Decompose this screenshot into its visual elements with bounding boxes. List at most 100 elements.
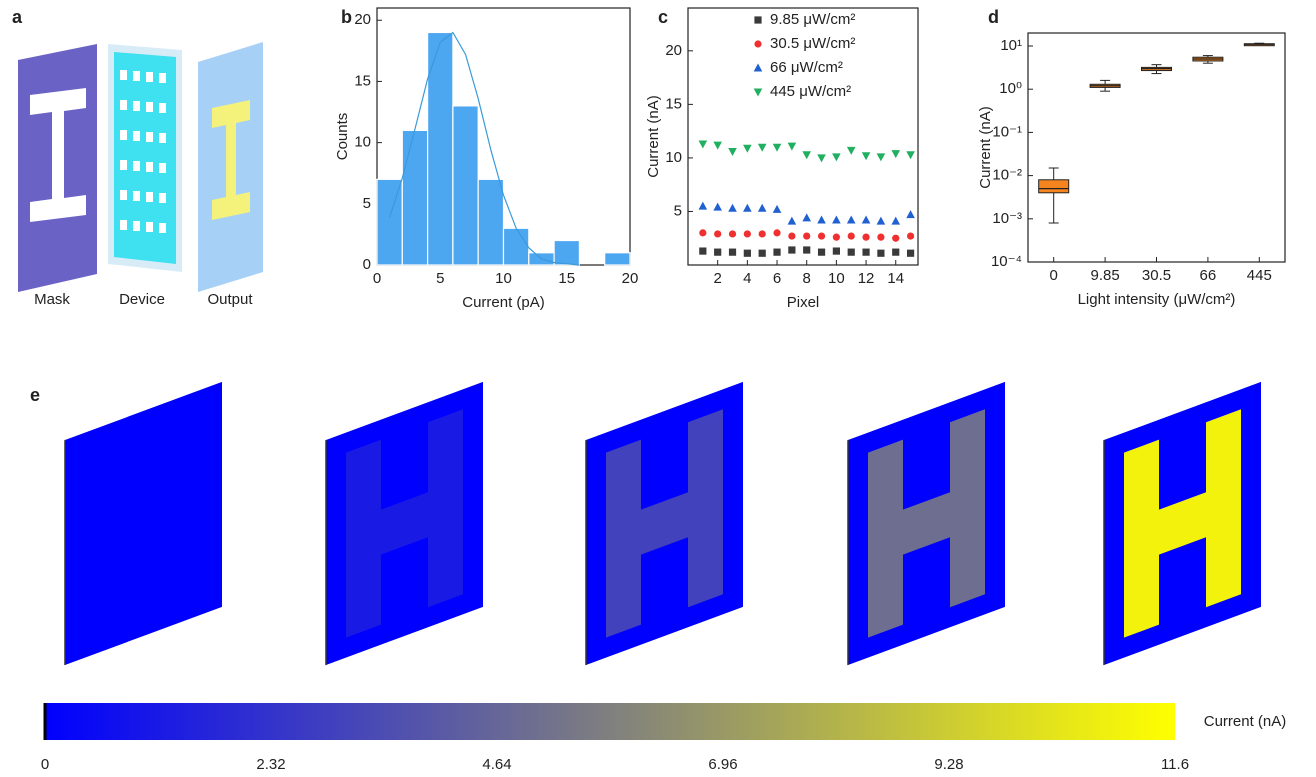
marker — [787, 216, 797, 225]
legend-label: 30.5 μW/cm² — [770, 35, 855, 52]
marker — [714, 248, 722, 256]
output-pattern — [212, 100, 250, 220]
x-tick-label: 10 — [495, 270, 512, 287]
y-tick-label: 10⁻⁴ — [991, 253, 1022, 270]
marker — [728, 230, 737, 238]
marker — [757, 203, 767, 212]
panel-label: a — [12, 7, 23, 27]
colorbar-tick-label: 0 — [41, 756, 49, 773]
marker — [877, 249, 885, 257]
marker — [847, 232, 855, 240]
marker — [861, 152, 871, 161]
x-tick-label: 0 — [1050, 267, 1058, 284]
heatmap-panel — [1103, 381, 1261, 666]
y-tick-label: 10⁰ — [999, 80, 1022, 97]
caption: Device — [119, 291, 165, 308]
marker — [832, 153, 841, 162]
marker — [877, 233, 885, 241]
y-tick-label: 20 — [354, 11, 371, 28]
legend-marker — [753, 63, 763, 72]
x-axis-label: Pixel — [787, 294, 820, 311]
marker — [773, 229, 781, 237]
x-axis-label: Light intensity (μW/cm²) — [1078, 291, 1236, 308]
heatmap-letter — [868, 409, 985, 638]
marker — [906, 151, 915, 160]
x-tick-label: 2 — [714, 270, 722, 287]
marker — [758, 230, 766, 238]
panel-label: b — [341, 7, 352, 27]
marker — [699, 229, 707, 237]
x-tick-label: 30.5 — [1142, 267, 1171, 284]
panel-label: d — [988, 7, 999, 27]
marker — [713, 141, 722, 150]
x-tick-label: 12 — [858, 270, 875, 287]
marker — [788, 232, 796, 240]
y-tick-label: 10¹ — [1000, 37, 1022, 54]
marker — [698, 140, 708, 149]
marker — [743, 249, 751, 257]
y-tick-label: 5 — [674, 202, 682, 219]
y-tick-label: 0 — [363, 256, 371, 273]
marker — [892, 234, 900, 242]
heatmap-panel — [847, 381, 1005, 666]
y-tick-label: 20 — [665, 42, 682, 59]
x-tick-label: 66 — [1200, 267, 1217, 284]
marker — [803, 232, 811, 240]
x-tick-label: 6 — [773, 270, 781, 287]
marker — [772, 204, 782, 213]
y-tick-label: 10⁻³ — [992, 210, 1022, 227]
y-tick-label: 5 — [363, 195, 371, 212]
heatmap-letter — [85, 409, 202, 638]
colorbar-tick-label: 11.6 — [1161, 756, 1189, 773]
marker — [861, 215, 871, 224]
marker — [713, 202, 722, 211]
marker — [773, 248, 781, 256]
marker — [728, 248, 737, 256]
marker — [832, 215, 841, 224]
marker — [832, 247, 840, 255]
marker — [728, 147, 737, 156]
marker — [817, 248, 826, 256]
bar — [477, 178, 505, 266]
marker — [757, 143, 767, 152]
marker — [802, 213, 812, 222]
heatmap-panel — [585, 381, 743, 666]
legend-label: 9.85 μW/cm² — [770, 11, 855, 28]
bar — [604, 252, 631, 266]
marker — [772, 143, 782, 152]
panel-label: e — [30, 385, 40, 405]
marker — [743, 230, 751, 238]
legend-label: 445 μW/cm² — [770, 83, 851, 100]
marker — [832, 233, 840, 241]
marker — [699, 247, 707, 255]
x-tick-label: 15 — [558, 270, 575, 287]
bar — [427, 31, 454, 266]
legend-marker — [753, 88, 763, 97]
marker — [891, 150, 901, 159]
legend-marker — [754, 40, 762, 48]
heatmap-panel — [64, 381, 222, 666]
heatmap-letter — [1124, 409, 1241, 638]
y-axis-label: Current (nA) — [645, 95, 662, 178]
y-tick-label: 15 — [354, 72, 371, 89]
colorbar-label: Current (nA) — [1204, 713, 1287, 730]
fit-line — [389, 31, 580, 266]
colorbar-tick-label: 6.96 — [708, 756, 737, 773]
marker — [743, 144, 752, 153]
bar — [376, 178, 403, 266]
colorbar-tick-label: 9.28 — [934, 756, 963, 773]
heatmap-letter — [606, 409, 723, 638]
marker — [802, 151, 812, 160]
x-tick-label: 14 — [887, 270, 904, 287]
marker — [788, 246, 796, 254]
marker — [758, 249, 766, 257]
marker — [862, 248, 870, 256]
bar — [401, 129, 429, 266]
marker — [846, 146, 856, 155]
mask-cutout — [30, 88, 86, 222]
device-pixels — [120, 70, 166, 233]
marker — [817, 232, 826, 240]
marker — [787, 142, 797, 151]
marker — [891, 216, 901, 225]
